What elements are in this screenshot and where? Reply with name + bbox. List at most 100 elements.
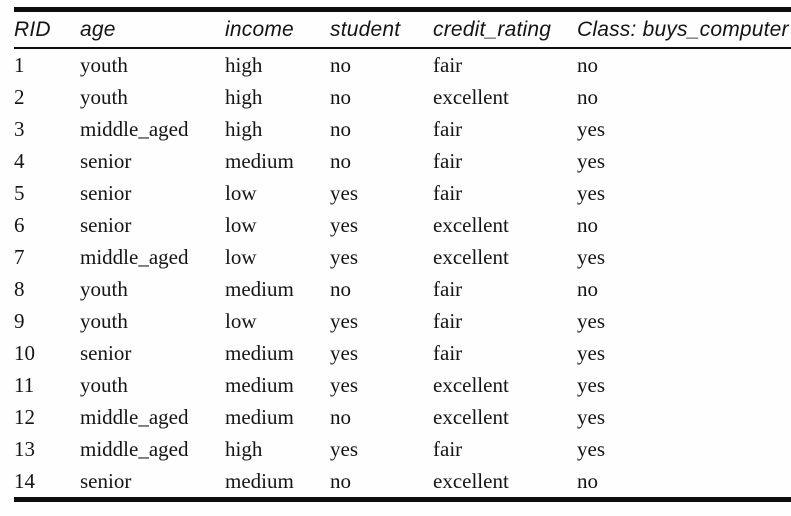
cell-student: yes <box>330 340 358 365</box>
table-body: 1 youth high no fair no 2 youth high no excellent n… <box>14 48 791 500</box>
cell-class: yes <box>577 436 605 461</box>
cell-student: yes <box>330 244 358 269</box>
buys-computer-table: RID age income student credit_rating Cla… <box>14 7 791 502</box>
column-header-age: age <box>80 9 225 49</box>
cell-credit-rating: fair <box>433 148 463 173</box>
cell-rid: 5 <box>14 180 25 205</box>
cell-class: yes <box>577 244 605 269</box>
cell-rid: 9 <box>14 308 25 333</box>
cell-rid: 3 <box>14 116 25 141</box>
cell-rid: 11 <box>14 372 35 397</box>
cell-rid: 10 <box>14 340 35 365</box>
cell-rid: 2 <box>14 84 25 109</box>
cell-rid: 8 <box>14 276 25 301</box>
cell-age: youth <box>80 276 128 301</box>
cell-age: senior <box>80 340 132 365</box>
cell-class: no <box>577 468 598 493</box>
cell-age: middle_aged <box>80 244 189 269</box>
cell-credit-rating: excellent <box>433 84 509 109</box>
cell-class: no <box>577 52 598 77</box>
table-row: 8 youth medium no fair no <box>14 273 791 305</box>
cell-credit-rating: fair <box>433 276 463 301</box>
cell-student: yes <box>330 180 358 205</box>
table-row: 3 middle_aged high no fair yes <box>14 113 791 145</box>
table-row: 11 youth medium yes excellent yes <box>14 369 791 401</box>
cell-age: youth <box>80 308 128 333</box>
cell-student: no <box>330 52 351 77</box>
cell-student: no <box>330 468 351 493</box>
cell-income: medium <box>225 276 294 301</box>
cell-class: yes <box>577 180 605 205</box>
cell-income: high <box>225 52 263 77</box>
table-row: 6 senior low yes excellent no <box>14 209 791 241</box>
cell-class: yes <box>577 340 605 365</box>
cell-credit-rating: fair <box>433 116 463 141</box>
cell-age: senior <box>80 468 132 493</box>
cell-age: youth <box>80 52 128 77</box>
table-row: 5 senior low yes fair yes <box>14 177 791 209</box>
cell-credit-rating: fair <box>433 340 463 365</box>
cell-rid: 13 <box>14 436 35 461</box>
cell-age: senior <box>80 180 132 205</box>
cell-class: yes <box>577 404 605 429</box>
cell-student: yes <box>330 436 358 461</box>
cell-class: yes <box>577 308 605 333</box>
table-row: 12 middle_aged medium no excellent yes <box>14 401 791 433</box>
cell-income: medium <box>225 148 294 173</box>
cell-rid: 1 <box>14 52 25 77</box>
cell-age: middle_aged <box>80 404 189 429</box>
cell-income: medium <box>225 404 294 429</box>
cell-income: low <box>225 212 257 237</box>
cell-class: yes <box>577 116 605 141</box>
cell-credit-rating: excellent <box>433 404 509 429</box>
cell-income: medium <box>225 372 294 397</box>
cell-student: no <box>330 404 351 429</box>
cell-income: high <box>225 116 263 141</box>
cell-age: senior <box>80 212 132 237</box>
cell-rid: 14 <box>14 468 35 493</box>
table-row: 7 middle_aged low yes excellent yes <box>14 241 791 273</box>
cell-income: low <box>225 244 257 269</box>
cell-credit-rating: excellent <box>433 244 509 269</box>
cell-student: yes <box>330 372 358 397</box>
cell-income: low <box>225 180 257 205</box>
cell-age: middle_aged <box>80 116 189 141</box>
cell-class: no <box>577 276 598 301</box>
cell-rid: 4 <box>14 148 25 173</box>
cell-rid: 12 <box>14 404 35 429</box>
cell-income: high <box>225 436 263 461</box>
cell-credit-rating: fair <box>433 308 463 333</box>
table-header-row: RID age income student credit_rating Cla… <box>14 9 791 49</box>
cell-credit-rating: fair <box>433 180 463 205</box>
column-header-student: student <box>330 9 433 49</box>
cell-age: youth <box>80 372 128 397</box>
cell-student: yes <box>330 308 358 333</box>
table-row: 1 youth high no fair no <box>14 48 791 81</box>
cell-age: senior <box>80 148 132 173</box>
cell-student: no <box>330 116 351 141</box>
cell-income: low <box>225 308 257 333</box>
table-header: RID age income student credit_rating Cla… <box>14 9 791 49</box>
table-row: 2 youth high no excellent no <box>14 81 791 113</box>
cell-class: no <box>577 212 598 237</box>
cell-student: no <box>330 148 351 173</box>
cell-class: yes <box>577 372 605 397</box>
cell-class: yes <box>577 148 605 173</box>
cell-credit-rating: fair <box>433 436 463 461</box>
cell-income: medium <box>225 340 294 365</box>
table-row: 14 senior medium no excellent no <box>14 465 791 500</box>
column-header-credit-rating: credit_rating <box>433 9 577 49</box>
cell-credit-rating: excellent <box>433 468 509 493</box>
cell-credit-rating: excellent <box>433 212 509 237</box>
table-row: 9 youth low yes fair yes <box>14 305 791 337</box>
table-row: 4 senior medium no fair yes <box>14 145 791 177</box>
cell-rid: 7 <box>14 244 25 269</box>
cell-credit-rating: excellent <box>433 372 509 397</box>
cell-income: medium <box>225 468 294 493</box>
table-row: 13 middle_aged high yes fair yes <box>14 433 791 465</box>
cell-age: middle_aged <box>80 436 189 461</box>
cell-student: no <box>330 84 351 109</box>
cell-credit-rating: fair <box>433 52 463 77</box>
column-header-class: Class: buys_computer <box>577 9 791 49</box>
